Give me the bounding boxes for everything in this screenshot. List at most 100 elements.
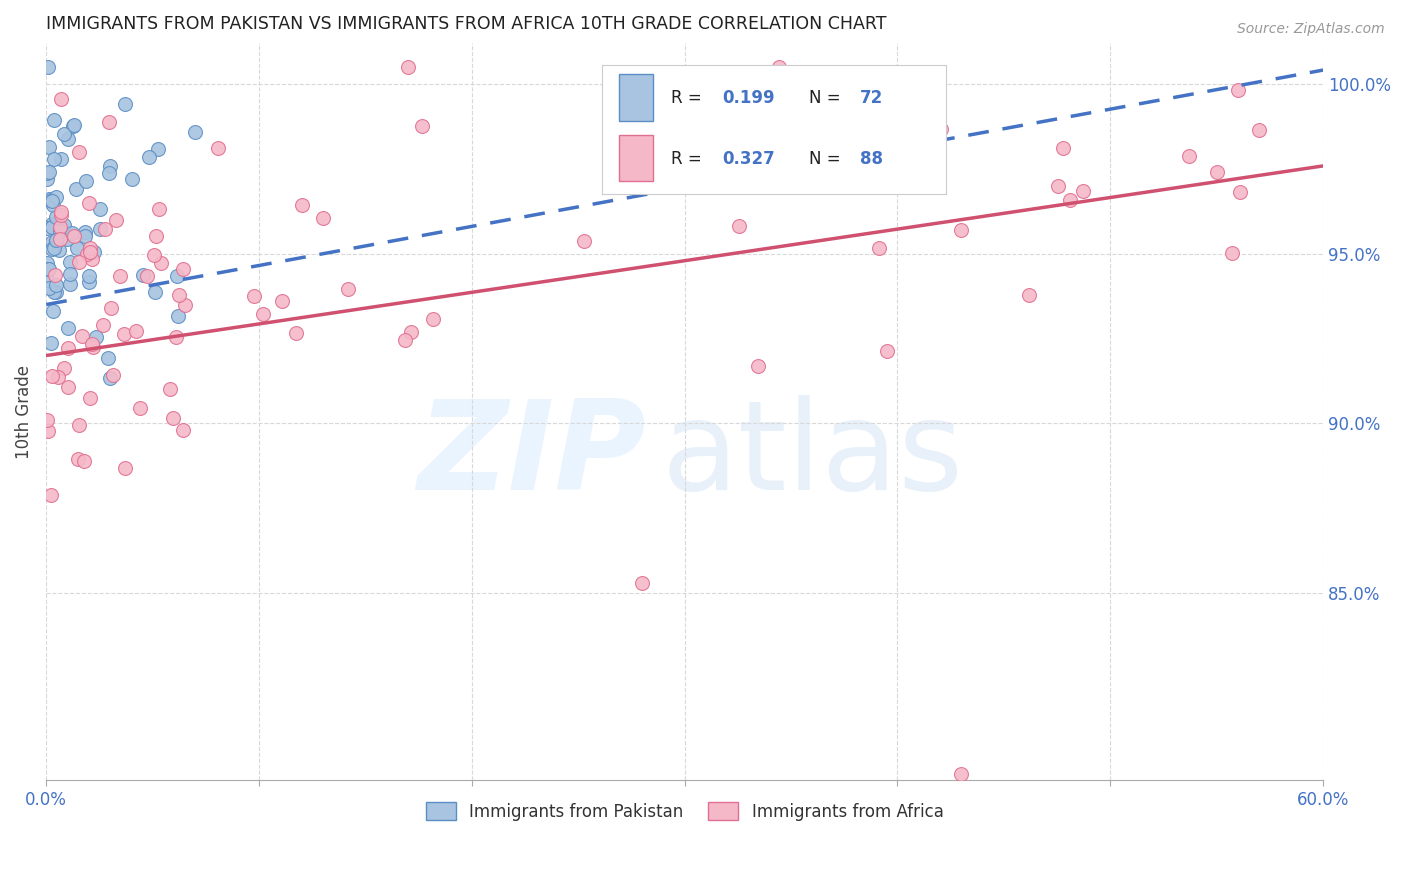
Point [93, 222, 115, 236]
Point [950, 223, 973, 237]
Point [67, 417, 90, 432]
Point [37, 413, 59, 427]
Point [42, 152, 65, 166]
Point [868, 241, 890, 255]
Y-axis label: 10th Grade: 10th Grade [15, 365, 32, 458]
Point [45, 278, 67, 293]
Point [45, 190, 67, 204]
Point [56, 341, 79, 355]
Point [48, 243, 70, 257]
Point [48, 232, 70, 246]
Point [77, 268, 100, 283]
Point [97, 351, 120, 366]
Point [114, 97, 136, 112]
Point [422, 311, 444, 326]
Point [59, 267, 82, 281]
Point [91, 318, 114, 332]
Point [48, 369, 70, 384]
Point [37, 60, 59, 74]
Point [76, 247, 98, 261]
Point [89, 202, 111, 217]
Point [129, 401, 152, 415]
Point [172, 423, 194, 437]
Legend: Immigrants from Pakistan, Immigrants from Africa: Immigrants from Pakistan, Immigrants fro… [419, 796, 950, 827]
Point [1047, 179, 1070, 194]
Point [184, 125, 207, 139]
Point [84, 330, 107, 344]
Point [37, 172, 59, 186]
Point [38, 139, 60, 153]
Point [100, 301, 122, 315]
Point [79, 240, 101, 254]
Point [143, 285, 166, 299]
Point [60, 226, 83, 240]
Point [48, 224, 70, 238]
Point [1205, 165, 1227, 179]
Point [44, 234, 66, 248]
Point [41, 304, 63, 318]
Point [62, 119, 84, 133]
Point [1071, 184, 1094, 198]
Point [45, 235, 67, 250]
Point [37, 256, 59, 270]
Text: ZIP: ZIP [418, 395, 645, 516]
Point [44, 210, 66, 224]
Point [38, 165, 60, 179]
Point [58, 277, 80, 291]
Point [45, 285, 67, 299]
Point [1220, 246, 1243, 260]
Point [37, 262, 59, 277]
Point [730, 171, 752, 186]
Point [67, 255, 90, 269]
Point [174, 298, 197, 312]
Point [67, 145, 90, 159]
Point [52, 127, 75, 141]
Point [396, 60, 419, 74]
Point [690, 149, 713, 163]
Point [82, 336, 104, 351]
Point [77, 195, 100, 210]
Point [125, 324, 148, 338]
Point [73, 228, 96, 243]
Point [768, 60, 790, 74]
Point [108, 268, 131, 283]
Point [63, 118, 86, 132]
Point [38, 192, 60, 206]
Point [41, 219, 63, 234]
Point [51, 208, 73, 222]
Point [112, 327, 135, 342]
Point [101, 368, 124, 382]
Point [399, 326, 422, 340]
Point [243, 289, 266, 303]
Point [166, 269, 188, 284]
Point [41, 235, 63, 249]
Point [82, 252, 104, 266]
Point [98, 115, 121, 129]
Point [145, 229, 167, 244]
Text: Source: ZipAtlas.com: Source: ZipAtlas.com [1237, 22, 1385, 37]
Point [44, 241, 66, 255]
Point [49, 219, 72, 234]
Point [41, 242, 63, 256]
Point [37, 273, 59, 287]
Point [312, 211, 335, 225]
Point [58, 321, 80, 335]
Point [56, 231, 79, 245]
Point [1229, 185, 1251, 199]
Point [49, 92, 72, 106]
Point [1059, 194, 1081, 208]
Point [73, 454, 96, 468]
Text: atlas: atlas [661, 395, 963, 516]
Point [79, 391, 101, 405]
Point [42, 198, 65, 212]
Point [41, 194, 63, 209]
Point [747, 359, 769, 374]
Point [89, 222, 111, 236]
Point [1052, 141, 1074, 155]
Point [1178, 149, 1201, 163]
Point [98, 166, 121, 180]
Point [49, 205, 72, 219]
Point [79, 244, 101, 259]
Point [728, 219, 751, 234]
Point [42, 285, 65, 299]
